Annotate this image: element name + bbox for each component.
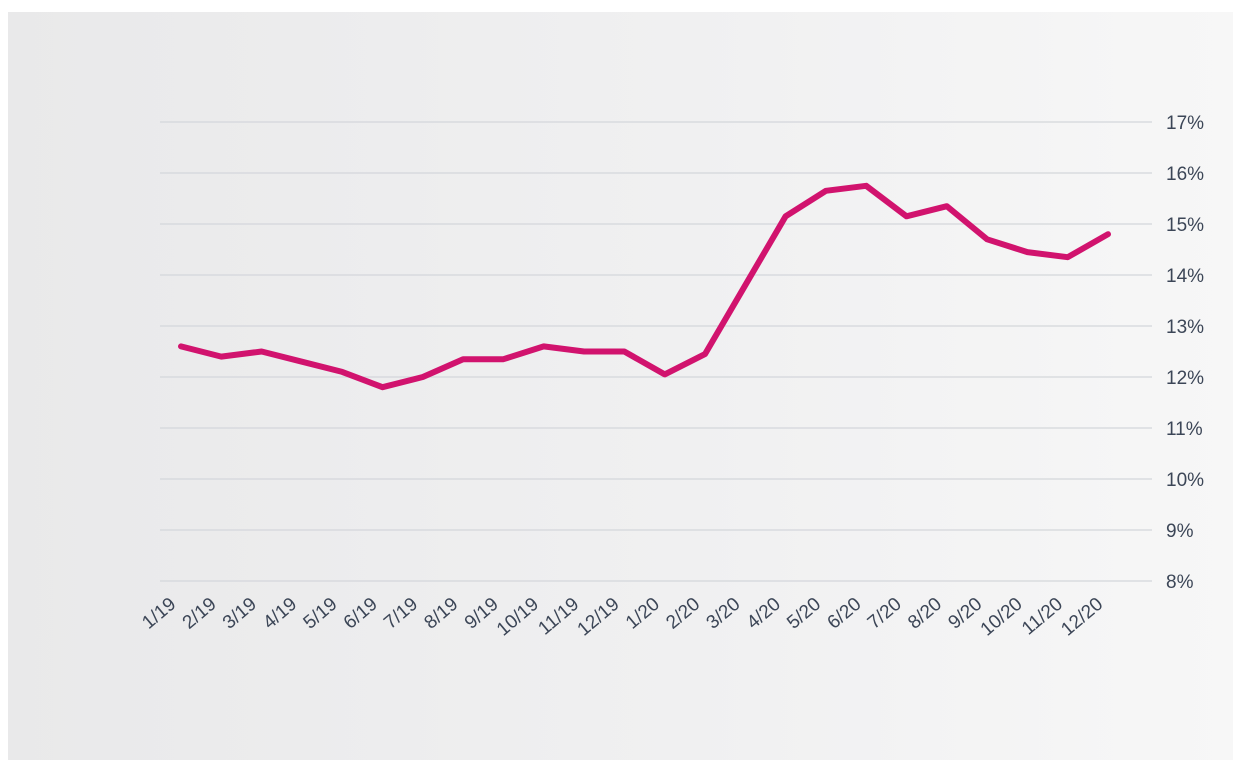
x-axis-ticks: 1/192/193/194/195/196/197/198/199/1910/1…	[138, 594, 1107, 641]
series-layer	[178, 182, 1111, 391]
y-tick-label: 9%	[1166, 521, 1194, 542]
x-tick-label: 6/19	[340, 594, 382, 634]
y-axis-ticks: 8% 9% 10% 11% 12% 13% 14% 15% 16% 17%	[1166, 113, 1204, 593]
y-tick-label: 8%	[1166, 572, 1194, 593]
x-tick-label: 5/19	[300, 594, 342, 634]
x-tick-label: 10/19	[493, 594, 543, 641]
y-tick-label: 11%	[1166, 419, 1203, 440]
x-tick-label: 4/19	[259, 594, 301, 634]
chart-panel	[8, 12, 1233, 760]
y-tick-label: 14%	[1166, 266, 1204, 287]
x-tick-label: 3/20	[703, 594, 745, 634]
x-tick-label: 7/19	[380, 594, 422, 634]
x-tick-label: 12/20	[1057, 594, 1107, 641]
x-tick-label: 6/20	[824, 594, 866, 634]
x-tick-label: 8/19	[421, 594, 463, 634]
x-tick-label: 11/19	[534, 594, 583, 640]
x-tick-label: 2/20	[662, 594, 704, 634]
x-tick-label: 3/19	[219, 594, 261, 634]
x-tick-label: 1/19	[138, 594, 180, 634]
x-tick-label: 2/19	[179, 594, 221, 634]
y-tick-label: 10%	[1166, 470, 1204, 491]
y-tick-label: 16%	[1166, 164, 1204, 185]
x-tick-label: 7/20	[864, 594, 906, 634]
y-tick-label: 12%	[1166, 368, 1204, 389]
x-tick-label: 12/19	[574, 594, 624, 641]
y-tick-label: 17%	[1166, 113, 1204, 134]
x-tick-label: 5/20	[783, 594, 825, 634]
y-tick-label: 13%	[1166, 317, 1204, 338]
x-tick-label: 10/20	[977, 594, 1027, 641]
series-line	[178, 182, 1111, 391]
x-tick-label: 8/20	[904, 594, 946, 634]
y-tick-label: 15%	[1166, 215, 1204, 236]
x-tick-label: 4/20	[743, 594, 785, 634]
gridlines	[160, 121, 1152, 582]
x-tick-label: 1/20	[622, 594, 664, 634]
x-tick-label: 11/20	[1018, 594, 1067, 640]
